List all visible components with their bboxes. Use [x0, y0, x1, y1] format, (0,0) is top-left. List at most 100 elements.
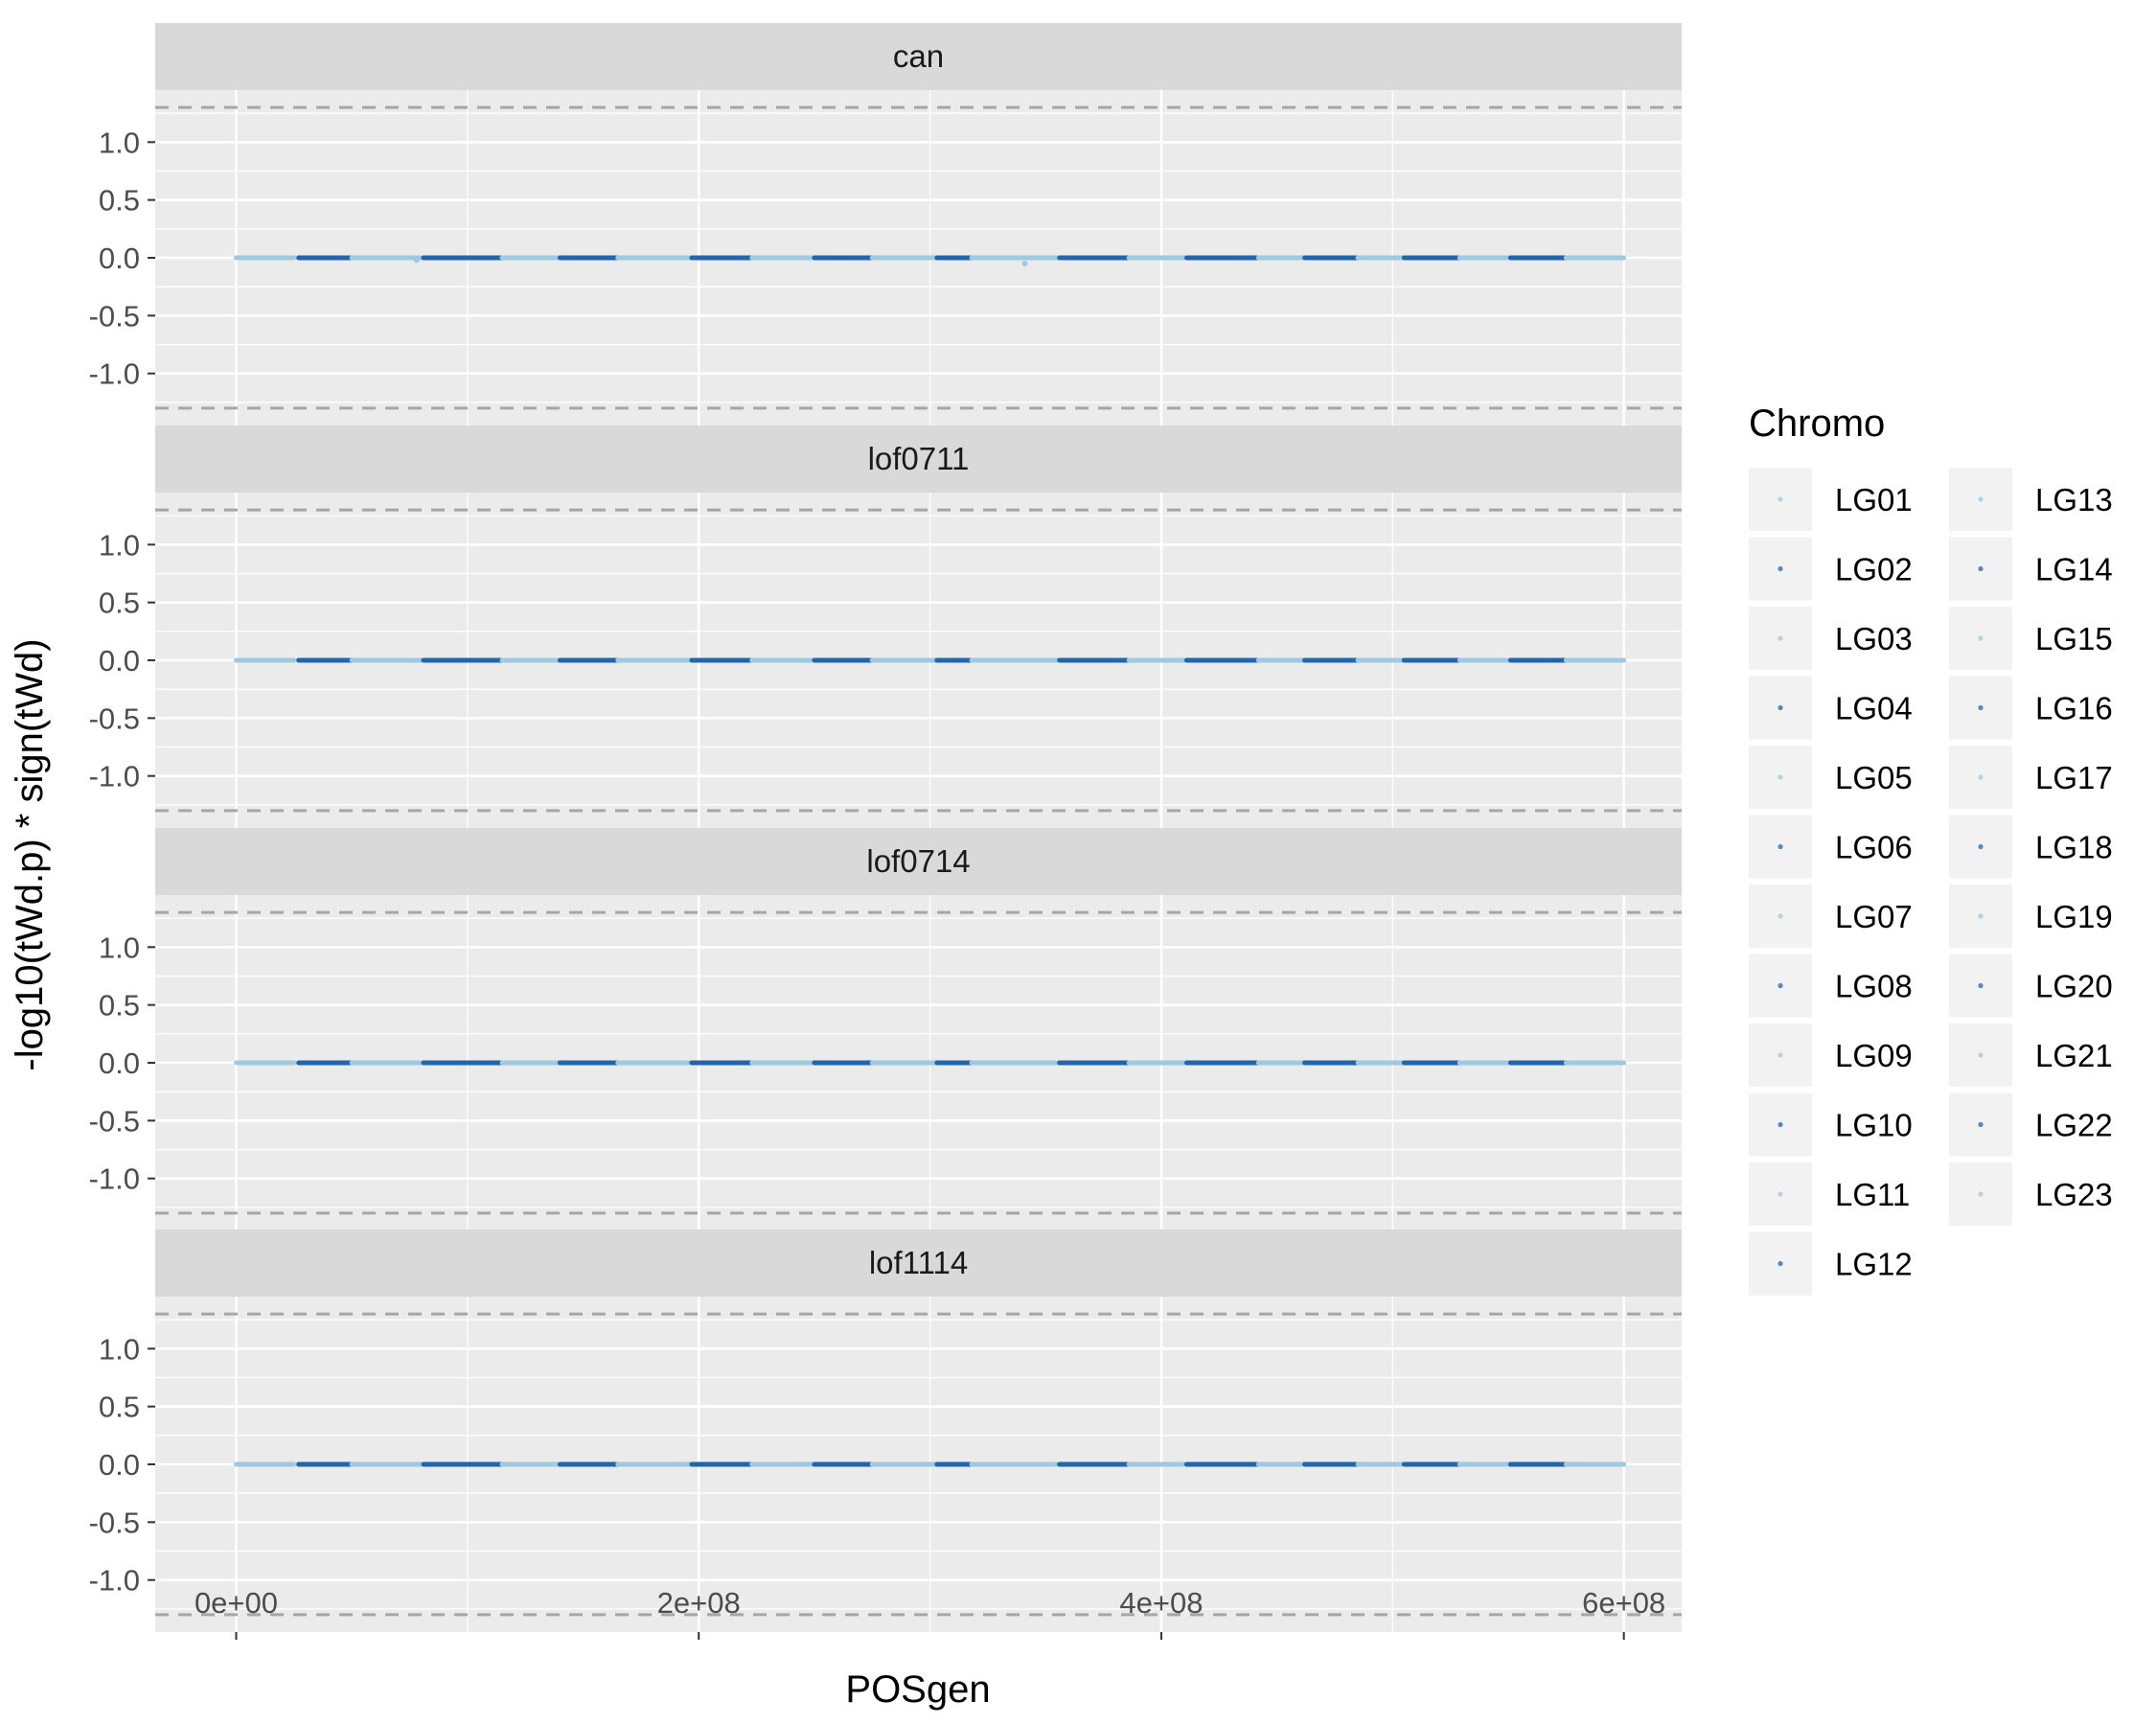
legend-entry-LG07: LG07 [1749, 885, 1913, 948]
legend-key-point [1978, 496, 1984, 502]
legend-key-point [1978, 565, 1984, 572]
y-tick-label: 1.0 [99, 528, 140, 562]
facet-strip [155, 426, 1682, 493]
legend-entry-LG16: LG16 [1949, 676, 2113, 740]
legend-label: LG20 [2035, 969, 2113, 1004]
facet-panels: can 1.0 0.5 0.0 -0.5 -1.0 lof0711 1.0 0.5 0.0 -0.5… [89, 23, 1682, 1640]
y-tick-label: 1.0 [99, 1332, 140, 1366]
legend-key-point [1778, 1052, 1783, 1058]
legend-key-point [1778, 496, 1783, 502]
legend-key-point [1778, 1260, 1783, 1267]
legend-label: LG01 [1835, 482, 1913, 518]
legend-label: LG18 [2035, 830, 2113, 865]
legend-entry-LG15: LG15 [1949, 607, 2113, 670]
legend-label: LG14 [2035, 552, 2113, 587]
legend-label: LG21 [2035, 1038, 2113, 1073]
legend-entry-LG18: LG18 [1949, 815, 2113, 879]
legend-entry-LG22: LG22 [1949, 1092, 2113, 1157]
x-tick-label: 0e+00 [195, 1586, 278, 1620]
legend-label: LG23 [2035, 1177, 2113, 1212]
legend-label: LG22 [2035, 1108, 2113, 1143]
y-tick-label: 0.0 [99, 1046, 140, 1080]
y-tick-label: -0.5 [89, 702, 140, 735]
legend-entry-LG19: LG19 [1949, 885, 2113, 948]
facet-strip-label: lof1114 [869, 1245, 968, 1280]
legend-label: LG09 [1835, 1038, 1913, 1073]
legend-entry-LG02: LG02 [1749, 537, 1913, 601]
legend-key-point [1978, 843, 1984, 850]
x-tick-label: 6e+08 [1582, 1586, 1665, 1620]
legend-label: LG04 [1835, 691, 1913, 726]
y-tick-label: -0.5 [89, 299, 140, 333]
legend-entry-LG04: LG04 [1749, 676, 1913, 740]
legend: Chromo LG01 LG02 LG03 LG04 LG05 LG06 LG07 LG08 L… [1749, 402, 2113, 1296]
y-tick-label: -1.0 [89, 760, 140, 794]
y-tick-label: -1.0 [89, 1162, 140, 1196]
legend-label: LG16 [2035, 691, 2113, 726]
legend-entry-LG10: LG10 [1749, 1092, 1913, 1157]
y-tick-label: 0.5 [99, 184, 140, 218]
facet-strip [155, 23, 1682, 90]
x-axis: 0e+00 2e+08 4e+08 6e+08 [195, 1586, 1665, 1640]
legend-key-point [1778, 843, 1783, 850]
legend-entry-LG03: LG03 [1749, 607, 1913, 670]
y-tick-label: 0.5 [99, 989, 140, 1023]
y-tick-label: 0.5 [99, 1391, 140, 1424]
legend-entry-LG08: LG08 [1749, 954, 1913, 1018]
legend-key-point [1978, 635, 1984, 641]
legend-key-point [1978, 1052, 1984, 1058]
legend-key-point [1978, 1191, 1984, 1197]
legend-key-point [1778, 913, 1783, 919]
legend-key-point [1978, 1121, 1984, 1128]
y-tick-label: -1.0 [89, 1564, 140, 1598]
legend-key-point [1778, 982, 1783, 989]
y-tick-label: 0.5 [99, 586, 140, 620]
facet-can: can 1.0 0.5 0.0 -0.5 -1.0 [89, 23, 1682, 426]
legend-key-point [1978, 982, 1984, 989]
y-tick-label: -1.0 [89, 357, 140, 391]
y-tick-label: 1.0 [99, 931, 140, 964]
legend-entry-LG09: LG09 [1749, 1024, 1913, 1087]
legend-label: LG07 [1835, 899, 1913, 934]
data-point [1021, 261, 1028, 267]
legend-label: LG11 [1835, 1177, 1910, 1212]
legend-label: LG12 [1835, 1247, 1913, 1282]
facet-strip [155, 1230, 1682, 1297]
y-tick-label: 0.0 [99, 644, 140, 678]
legend-key-point [1978, 774, 1984, 780]
legend-entry-LG21: LG21 [1949, 1024, 2113, 1087]
legend-entry-LG06: LG06 [1749, 815, 1913, 879]
legend-label: LG03 [1835, 621, 1913, 656]
facet-strip [155, 828, 1682, 895]
legend-title: Chromo [1749, 402, 1885, 445]
legend-label: LG15 [2035, 621, 2113, 656]
legend-key-point [1778, 1121, 1783, 1128]
legend-entry-LG13: LG13 [1949, 468, 2113, 531]
facet-lof0711: lof0711 1.0 0.5 0.0 -0.5 -1.0 [89, 426, 1682, 828]
y-tick-label: -0.5 [89, 1104, 140, 1138]
legend-key-point [1778, 704, 1783, 711]
y-axis-title: -log10(tWd.p) * sign(tWd) [9, 638, 51, 1070]
data-point [413, 257, 420, 264]
legend-entry-LG05: LG05 [1749, 746, 1913, 809]
facet-strip-label: lof0711 [868, 441, 970, 476]
legend-key-point [1778, 565, 1783, 572]
legend-key-point [1778, 1191, 1783, 1197]
legend-entry-LG11: LG11 [1749, 1162, 1910, 1226]
legend-entry-LG12: LG12 [1749, 1231, 1913, 1296]
legend-key-point [1978, 704, 1984, 711]
legend-label: LG02 [1835, 552, 1913, 587]
facet-lof0714: lof0714 1.0 0.5 0.0 -0.5 -1.0 [89, 828, 1682, 1230]
y-tick-label: 1.0 [99, 126, 140, 159]
legend-label: LG06 [1835, 830, 1913, 865]
x-axis-title: POSgen [845, 1668, 990, 1711]
x-tick-label: 4e+08 [1119, 1586, 1203, 1620]
legend-key-point [1778, 635, 1783, 641]
facet-lof1114: lof1114 1.0 0.5 0.0 -0.5 -1.0 [89, 1230, 1682, 1632]
legend-label: LG17 [2035, 760, 2113, 795]
legend-entry-LG20: LG20 [1949, 954, 2113, 1018]
legend-key-point [1978, 913, 1984, 919]
legend-entry-LG23: LG23 [1949, 1162, 2113, 1226]
legend-label: LG13 [2035, 482, 2113, 518]
